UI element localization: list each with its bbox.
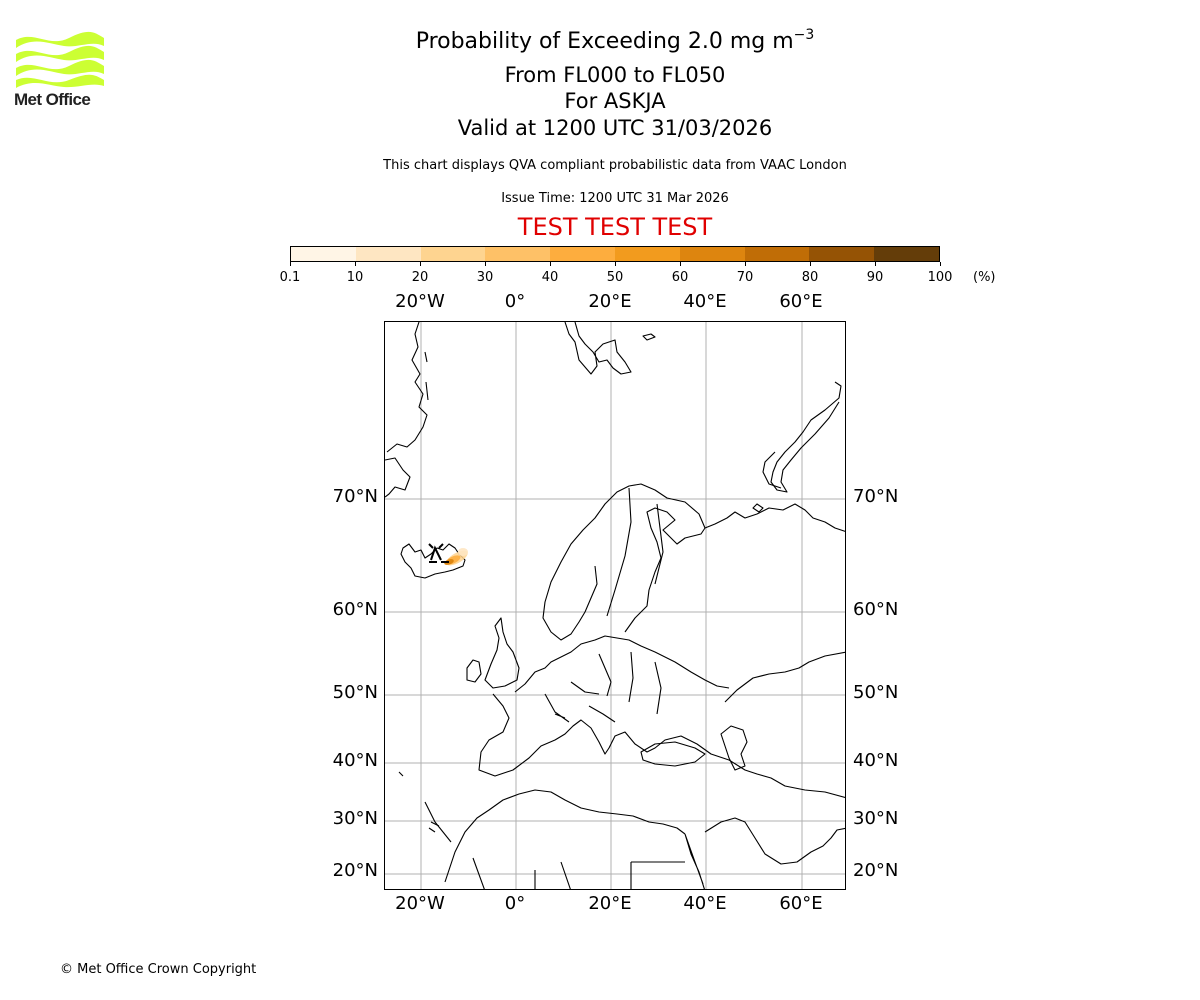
colorbar-tick-mark bbox=[355, 262, 356, 266]
met-office-wave-icon bbox=[16, 31, 104, 88]
latitude-label: 70°N bbox=[332, 486, 378, 507]
volcano-marker bbox=[428, 543, 449, 563]
colorbar-swatch bbox=[809, 247, 875, 261]
colorbar-swatch bbox=[744, 247, 810, 261]
latitude-label: 20°N bbox=[332, 860, 378, 881]
longitude-label: 60°E bbox=[779, 291, 823, 312]
colorbar bbox=[290, 246, 940, 262]
latitude-label: 50°N bbox=[853, 682, 899, 703]
colorbar-unit: (%) bbox=[973, 270, 996, 285]
longitude-label: 20°E bbox=[588, 291, 632, 312]
ash-plume bbox=[444, 548, 468, 566]
longitude-label: 40°E bbox=[683, 893, 727, 914]
colorbar-tick-label: 50 bbox=[606, 270, 624, 285]
colorbar-swatch bbox=[420, 247, 486, 261]
title-text: Probability of Exceeding 2.0 mg m bbox=[415, 29, 794, 54]
colorbar-tick-label: 60 bbox=[671, 270, 689, 285]
longitude-label: 20°E bbox=[588, 893, 632, 914]
colorbar-tick-mark bbox=[940, 262, 941, 266]
longitude-label: 40°E bbox=[683, 291, 727, 312]
coastlines bbox=[385, 322, 845, 889]
colorbar-tick-mark bbox=[680, 262, 681, 266]
copyright-notice: © Met Office Crown Copyright bbox=[60, 962, 257, 977]
latitude-label: 30°N bbox=[853, 808, 899, 829]
colorbar-tick-mark bbox=[810, 262, 811, 266]
colorbar-tick-label: 70 bbox=[736, 270, 754, 285]
colorbar-tick-mark bbox=[745, 262, 746, 266]
colorbar-tick-mark bbox=[550, 262, 551, 266]
map-panel[interactable] bbox=[384, 321, 846, 890]
issue-time: Issue Time: 1200 UTC 31 Mar 2026 bbox=[501, 191, 729, 206]
colorbar-swatch bbox=[550, 247, 615, 261]
map-canvas bbox=[385, 322, 845, 889]
latitude-label: 40°N bbox=[853, 750, 899, 771]
colorbar-swatch bbox=[291, 247, 356, 261]
colorbar-swatch bbox=[355, 247, 421, 261]
colorbar-tick-label: 90 bbox=[866, 270, 884, 285]
latitude-label: 20°N bbox=[853, 860, 899, 881]
colorbar-tick-mark bbox=[485, 262, 486, 266]
latitude-label: 60°N bbox=[332, 599, 378, 620]
gridlines bbox=[385, 322, 845, 889]
latitude-label: 70°N bbox=[853, 486, 899, 507]
latitude-label: 40°N bbox=[332, 750, 378, 771]
colorbar-tick-label: 30 bbox=[476, 270, 494, 285]
colorbar-swatch bbox=[679, 247, 745, 261]
colorbar-tick-label: 10 bbox=[346, 270, 364, 285]
colorbar-swatch bbox=[614, 247, 680, 261]
longitude-label: 0° bbox=[504, 893, 526, 914]
latitude-label: 60°N bbox=[853, 599, 899, 620]
colorbar-tick-mark bbox=[875, 262, 876, 266]
colorbar-tick-label: 100 bbox=[927, 270, 953, 285]
latitude-label: 30°N bbox=[332, 808, 378, 829]
level-range: From FL000 to FL050 bbox=[504, 63, 726, 87]
met-office-logo bbox=[14, 30, 106, 112]
longitude-label: 0° bbox=[504, 291, 526, 312]
colorbar-tick-mark bbox=[290, 262, 291, 266]
colorbar-tick-label: 20 bbox=[411, 270, 429, 285]
test-banner: TEST TEST TEST bbox=[517, 213, 713, 241]
volcano-name: For ASKJA bbox=[564, 89, 666, 113]
latitude-label: 50°N bbox=[332, 682, 378, 703]
colorbar-tick-label: 0.1 bbox=[279, 270, 301, 285]
valid-time: Valid at 1200 UTC 31/03/2026 bbox=[457, 116, 773, 140]
colorbar-swatch bbox=[874, 247, 939, 261]
logo-text: Met Office bbox=[14, 90, 91, 109]
chart-description: This chart displays QVA compliant probab… bbox=[383, 158, 847, 173]
colorbar-tick-mark bbox=[420, 262, 421, 266]
title-superscript: −3 bbox=[793, 27, 815, 43]
colorbar-tick-label: 80 bbox=[801, 270, 819, 285]
longitude-label: 20°W bbox=[395, 291, 445, 312]
longitude-label: 60°E bbox=[779, 893, 823, 914]
chart-title: Probability of Exceeding 2.0 mg m−3 bbox=[0, 27, 1200, 54]
longitude-label: 20°W bbox=[395, 893, 445, 914]
colorbar-swatch bbox=[485, 247, 551, 261]
colorbar-tick-label: 40 bbox=[541, 270, 559, 285]
colorbar-tick-mark bbox=[615, 262, 616, 266]
